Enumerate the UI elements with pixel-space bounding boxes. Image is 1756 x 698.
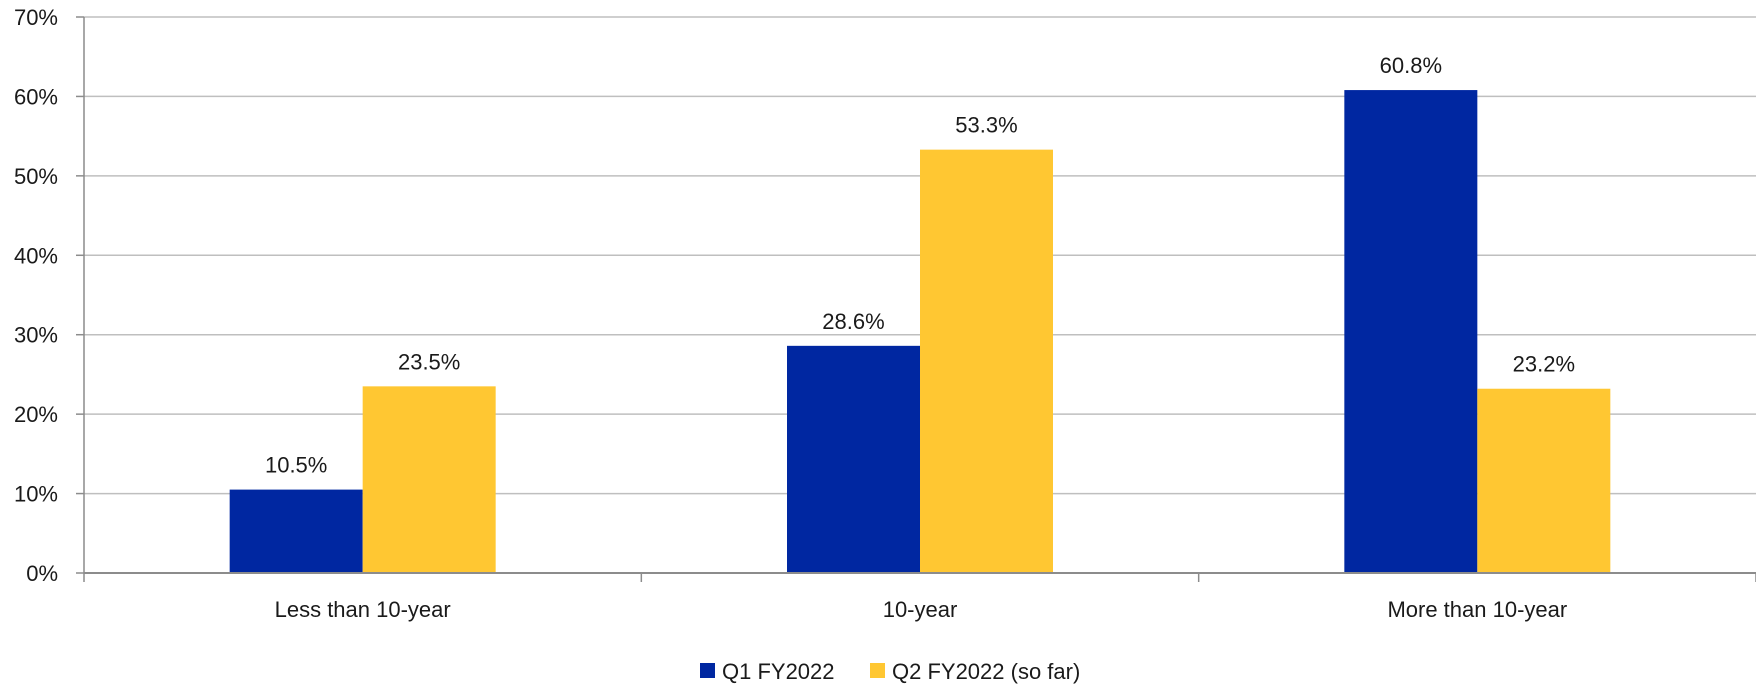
data-label: 10.5%	[265, 453, 327, 478]
legend-label: Q2 FY2022 (so far)	[892, 659, 1080, 684]
data-label: 60.8%	[1380, 53, 1442, 78]
y-tick-label: 10%	[14, 482, 58, 507]
bar-q1-2	[1344, 90, 1478, 574]
data-label: 23.5%	[398, 349, 460, 374]
data-label: 53.3%	[955, 113, 1017, 138]
data-label: 23.2%	[1513, 352, 1575, 377]
y-tick-label: 0%	[26, 561, 58, 586]
bar-q1-0	[229, 489, 363, 573]
data-label: 28.6%	[822, 309, 884, 334]
data-labels: 10.5% 23.5% 28.6% 53.3% 60.8% 23.2%	[265, 53, 1575, 478]
bar-q2-2	[1477, 388, 1611, 573]
category-label: Less than 10-year	[275, 597, 451, 622]
legend-label: Q1 FY2022	[722, 659, 835, 684]
legend: Q1 FY2022 Q2 FY2022 (so far)	[700, 659, 1080, 684]
bar-q2-0	[362, 386, 496, 573]
category-label: 10-year	[883, 597, 958, 622]
bar-q1-1	[787, 345, 920, 573]
y-tick-label: 30%	[14, 323, 58, 348]
y-tick-label: 40%	[14, 243, 58, 268]
y-tick-label: 70%	[14, 5, 58, 30]
y-tick-label: 20%	[14, 402, 58, 427]
category-label: More than 10-year	[1387, 597, 1567, 622]
y-tick-label: 50%	[14, 164, 58, 189]
legend-swatch	[870, 663, 885, 678]
y-tick-label: 60%	[14, 84, 58, 109]
bar-q2-1	[920, 149, 1053, 573]
legend-swatch	[700, 663, 715, 678]
axes: 0% 10% 20% 30% 40% 50% 60% 70% Less than 10-year…	[14, 5, 1756, 622]
bars	[229, 90, 1611, 574]
